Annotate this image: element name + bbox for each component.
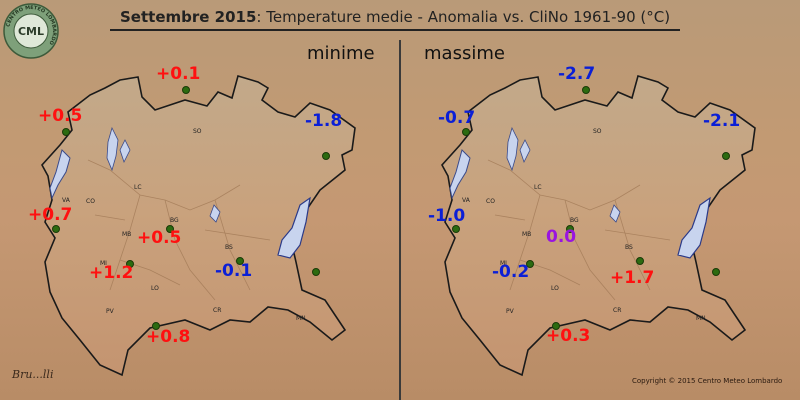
station-marker: [582, 86, 590, 94]
map-title: Settembre 2015: Temperature medie - Anom…: [110, 5, 681, 31]
province-borders: [87, 159, 271, 301]
city-label-mn: MN: [696, 315, 706, 322]
lombardy-map-right: [441, 74, 756, 377]
lake-como: [106, 126, 131, 172]
anomaly-value-northeast: -1.8: [305, 111, 343, 131]
title-month: Settembre 2015: [120, 8, 257, 26]
station-marker: [552, 322, 560, 330]
anomaly-value-northeast: -2.1: [703, 111, 741, 131]
artist-signature: Bru...lli: [12, 368, 54, 381]
station-marker: [452, 225, 460, 233]
station-marker: [312, 268, 320, 276]
anomaly-value-south: +0.3: [546, 326, 591, 346]
cml-logo: CML CENTRO METEO LOMBARDO: [3, 3, 59, 59]
city-label-mi: MI: [100, 260, 107, 267]
lake-maggiore: [49, 149, 71, 200]
city-label-co: CO: [86, 198, 95, 205]
copyright-notice: Copyright © 2015 Centro Meteo Lombardo: [632, 377, 783, 385]
city-label-lc: LC: [534, 184, 542, 191]
station-marker: [126, 260, 134, 268]
anomaly-value-center: +0.5: [137, 228, 182, 248]
city-label-va: VA: [62, 197, 70, 204]
station-marker: [712, 268, 720, 276]
station-marker: [722, 152, 730, 160]
station-marker: [236, 257, 244, 265]
anomaly-value-north: +0.1: [156, 64, 201, 84]
lake-como: [506, 126, 531, 172]
city-label-mn: MN: [296, 315, 306, 322]
city-label-co: CO: [486, 198, 495, 205]
anomaly-value-south: +0.8: [146, 327, 191, 347]
panel-divider: [399, 40, 401, 400]
panel-massime: massime SO VA CO LC MB BG BS MI LO CR PV…: [400, 0, 800, 400]
city-label-mb: MB: [122, 231, 132, 238]
anomaly-value-milan: -0.2: [492, 262, 530, 282]
city-label-pv: PV: [106, 308, 114, 315]
station-marker: [152, 322, 160, 330]
station-marker: [182, 86, 190, 94]
station-marker: [52, 225, 60, 233]
city-label-pv: PV: [506, 308, 514, 315]
station-marker: [526, 260, 534, 268]
anomaly-value-northwest: +0.5: [38, 106, 83, 126]
anomaly-value-west: +0.7: [28, 205, 73, 225]
city-label-mb: MB: [522, 231, 532, 238]
lake-iseo: [209, 204, 221, 223]
city-label-so: SO: [593, 128, 602, 135]
city-label-va: VA: [462, 197, 470, 204]
anomaly-value-northwest: -0.7: [438, 108, 476, 128]
title-description: : Temperature medie - Anomalia vs. CliNo…: [256, 8, 671, 26]
city-label-lo: LO: [151, 285, 159, 292]
station-marker: [566, 225, 574, 233]
anomaly-value-center: 0.0: [546, 227, 577, 247]
city-label-lo: LO: [551, 285, 559, 292]
city-label-bg: BG: [170, 217, 179, 224]
anomaly-value-east: +1.7: [610, 268, 655, 288]
lake-iseo: [609, 204, 621, 223]
anomaly-value-west: -1.0: [428, 206, 466, 226]
station-marker: [322, 152, 330, 160]
province-borders: [487, 159, 671, 301]
lombardy-map-left: [41, 74, 356, 377]
svg-text:CML: CML: [18, 25, 44, 38]
station-marker: [62, 128, 70, 136]
city-label-so: SO: [193, 128, 202, 135]
city-label-mi: MI: [500, 260, 507, 267]
panel-label-minime: minime: [307, 43, 375, 64]
panel-minime: Settembre 2015: Temperature medie - Anom…: [3, 3, 681, 381]
station-marker: [636, 257, 644, 265]
lake-garda: [277, 196, 311, 259]
anomaly-value-east: -0.1: [215, 261, 253, 281]
panel-label-massime: massime: [424, 43, 505, 64]
station-marker: [166, 225, 174, 233]
city-label-bg: BG: [570, 217, 579, 224]
anomaly-value-north: -2.7: [558, 64, 596, 84]
city-label-cr: CR: [213, 307, 222, 314]
lake-garda: [677, 196, 711, 259]
lake-maggiore: [449, 149, 471, 200]
city-label-cr: CR: [613, 307, 622, 314]
city-label-bs: BS: [225, 244, 233, 251]
city-label-bs: BS: [625, 244, 633, 251]
station-marker: [462, 128, 470, 136]
city-label-lc: LC: [134, 184, 142, 191]
anomaly-value-milan: +1.2: [89, 263, 134, 283]
